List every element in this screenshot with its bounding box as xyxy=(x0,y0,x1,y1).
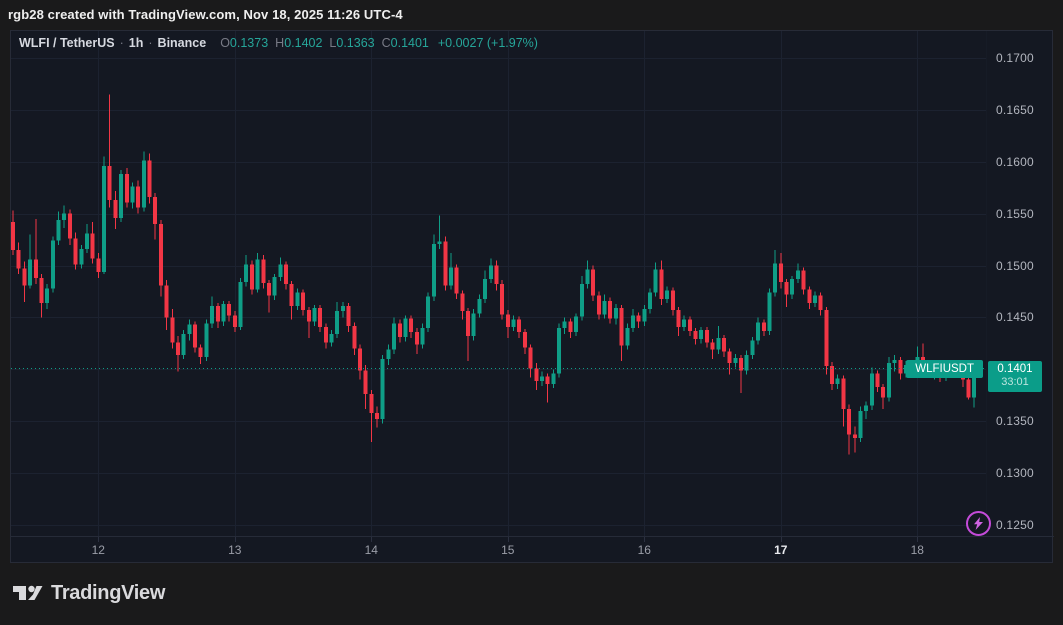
time-tick-label: 15 xyxy=(501,543,515,557)
price-tick-label: 0.1600 xyxy=(996,154,1034,169)
high-value: 0.1402 xyxy=(284,36,323,50)
time-tick-mark xyxy=(371,537,372,542)
price-tick-label: 0.1250 xyxy=(996,518,1034,532)
time-tick-mark xyxy=(235,537,236,542)
time-axis[interactable]: 12 13 14 15 16 17 18 xyxy=(11,536,1054,562)
last-price-badge[interactable]: 0.1401 33:01 xyxy=(988,360,1042,392)
price-tick-label: 0.1500 xyxy=(996,258,1034,273)
candlestick-plot[interactable] xyxy=(11,31,986,536)
lightning-icon xyxy=(974,517,983,530)
price-tick-label: 0.1700 xyxy=(996,51,1034,65)
time-tick-label: 12 xyxy=(91,543,105,557)
chart-panel: WLFI / TetherUS · 1h · Binance O0.1373 H… xyxy=(10,30,1054,563)
tradingview-logo[interactable]: TradingView xyxy=(12,581,165,605)
time-tick-label: 13 xyxy=(228,543,242,557)
plot-area[interactable] xyxy=(11,31,986,536)
close-value: 0.1401 xyxy=(390,36,429,50)
time-tick-label: 18 xyxy=(910,543,924,557)
price-tick-label: 0.1650 xyxy=(996,102,1034,117)
price-tick-label: 0.1450 xyxy=(996,310,1034,325)
low-value: 0.1363 xyxy=(336,36,375,50)
interval-label[interactable]: 1h xyxy=(128,36,144,50)
bar-countdown: 33:01 xyxy=(1001,375,1029,388)
attribution-text: rgb28 created with TradingView.com, Nov … xyxy=(8,7,403,22)
tradingview-logo-text: TradingView xyxy=(51,581,166,604)
low-label: L xyxy=(329,36,337,50)
time-tick-mark xyxy=(781,537,782,542)
time-tick-mark xyxy=(644,537,645,542)
time-tick-label: 14 xyxy=(364,543,378,557)
boost-lightning-button[interactable] xyxy=(966,511,991,536)
time-tick-mark xyxy=(508,537,509,542)
price-tick-label: 0.1550 xyxy=(996,206,1034,221)
price-tick-label: 0.1300 xyxy=(996,466,1034,481)
ohlc-readout: O0.1373 H0.1402 L0.1363 C0.1401 +0.0027 … xyxy=(220,36,538,50)
last-price-value: 0.1401 xyxy=(997,362,1033,375)
high-label: H xyxy=(275,36,285,50)
open-value: 0.1373 xyxy=(229,36,269,50)
time-tick-label: 16 xyxy=(637,543,651,557)
price-axis[interactable]: 0.1700 0.1650 0.1600 0.1550 0.1500 0.1450 0.14… xyxy=(966,31,1054,536)
symbol-title[interactable]: WLFI / TetherUS xyxy=(19,36,115,50)
last-price-symbol-badge: WLFIUSDT xyxy=(906,359,983,378)
legend-separator: · xyxy=(148,36,153,50)
open-label: O xyxy=(220,36,230,50)
time-tick-mark xyxy=(98,537,99,542)
price-tick-label: 0.1350 xyxy=(996,414,1034,429)
legend-separator: · xyxy=(119,36,124,50)
time-tick-label: 17 xyxy=(774,543,788,557)
exchange-label[interactable]: Binance xyxy=(157,36,207,50)
chart-legend: WLFI / TetherUS · 1h · Binance O0.1373 H… xyxy=(19,36,538,50)
change-value: +0.0027 (+1.97%) xyxy=(437,36,538,50)
close-label: C xyxy=(381,36,391,50)
time-tick-mark xyxy=(917,537,918,542)
tradingview-logo-icon xyxy=(13,585,43,600)
